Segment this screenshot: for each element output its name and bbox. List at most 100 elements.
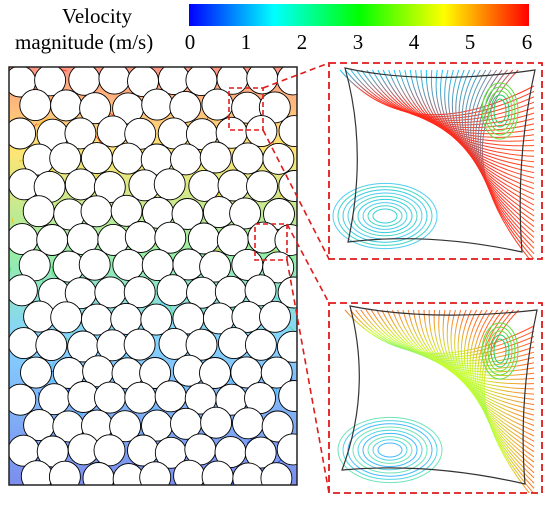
particle-circle (68, 67, 101, 96)
particle-circle (232, 462, 265, 485)
colorbar-tick-label: 4 (408, 30, 420, 54)
particle-circle (276, 330, 297, 363)
particle-circle (278, 170, 297, 202)
particle-circle (229, 197, 262, 230)
particle-circle (141, 88, 174, 121)
packed-bed-domain (9, 67, 297, 485)
particle-circle (260, 462, 293, 485)
particle-circle (127, 434, 159, 467)
particle-circle (232, 407, 264, 440)
particle-circle (9, 274, 38, 307)
colorbar-tick-label: 2 (296, 30, 308, 54)
particle-circle (111, 142, 144, 175)
particle-circle (185, 328, 218, 361)
particle-circle (276, 433, 297, 466)
connector-line (262, 62, 330, 89)
particle-circle (82, 462, 115, 485)
particle-circle (261, 410, 294, 443)
particle-circle (200, 406, 233, 439)
zoom-panel-bottom-frame (328, 302, 543, 494)
particle-circle (94, 381, 126, 414)
particle-circle (140, 303, 173, 336)
particle-circle (112, 248, 145, 281)
particle-circle (245, 115, 278, 148)
particle-circle (124, 381, 157, 414)
particle-circle (22, 195, 55, 228)
zoom-top-streamlines (332, 69, 535, 259)
particle-circle (244, 328, 277, 361)
particle-circle (109, 410, 142, 443)
particle-circle (123, 328, 156, 361)
particle-circle (139, 461, 172, 485)
particle-circle (231, 142, 264, 175)
zoom-bottom-streamlines (337, 309, 535, 493)
particle-circle (64, 168, 97, 201)
particle-circle (110, 194, 143, 227)
particle-circle (274, 224, 297, 257)
particle-circle (199, 141, 232, 174)
particle-circle (49, 142, 82, 175)
particle-circle (247, 221, 280, 254)
zoom-panel-bottom (329, 303, 542, 493)
particle-circle (48, 460, 81, 485)
particle-circle (64, 117, 97, 150)
particle-circle (260, 356, 293, 389)
particle-circle (50, 301, 83, 334)
particle-circle (244, 436, 277, 469)
particle-circle (278, 380, 297, 412)
particle-circle (158, 327, 191, 360)
particle-circle (9, 327, 40, 360)
particle-circle (169, 90, 202, 123)
colorbar-title-line1: Velocity (62, 4, 132, 28)
particle-circle (259, 300, 291, 333)
particle-circle (93, 434, 126, 467)
particle-circle (199, 250, 232, 283)
particle-boundary (341, 305, 538, 485)
particle-circle (124, 221, 157, 253)
particle-circle (80, 195, 113, 228)
particle-circle (156, 274, 189, 307)
particle-circle (153, 168, 186, 201)
particle-circle (154, 221, 187, 254)
particle-circle (201, 460, 234, 485)
particle-circle (96, 115, 129, 148)
particle-circle (9, 117, 37, 150)
particle-circle (9, 383, 37, 416)
zoom-panel-top (329, 63, 542, 259)
particle-circle (50, 89, 83, 122)
colorbar-tick-label: 0 (184, 30, 196, 54)
colorbar-title-line2: magnitude (m/s) (15, 30, 154, 54)
particle-circle (23, 300, 56, 333)
particle-circle (19, 89, 52, 122)
particle-circle (94, 276, 127, 309)
colorbar-tick-label: 6 (521, 30, 533, 54)
colorbar-tick-label: 1 (240, 30, 252, 54)
particle-circle (246, 170, 278, 203)
particle-circle (20, 460, 53, 485)
particle-circles (9, 67, 297, 485)
particle-circle (277, 276, 297, 309)
particle-circle (35, 329, 68, 362)
zoom-marker-top (228, 87, 264, 131)
particle-circle (217, 327, 250, 360)
particle-circle (80, 142, 113, 175)
particle-circle (139, 357, 172, 389)
zoom-marker-bottom (254, 223, 288, 261)
colorbar (189, 4, 529, 26)
particle-circle (244, 274, 277, 307)
particle-circle (171, 198, 204, 230)
colorbar-tick-label: 5 (464, 30, 476, 54)
particle-circle (276, 67, 297, 96)
particle-circle (278, 115, 297, 148)
particle-circle (20, 356, 52, 389)
zoom-panel-top-frame (328, 62, 543, 260)
particle-circle (34, 67, 67, 97)
connector-line (262, 129, 330, 260)
domain-border (8, 66, 298, 486)
particle-boundary (344, 67, 536, 253)
particle-circle (173, 459, 206, 485)
particle-circle (123, 276, 156, 309)
particle-circle (217, 169, 250, 202)
colorbar-tick-label: 3 (352, 30, 364, 54)
